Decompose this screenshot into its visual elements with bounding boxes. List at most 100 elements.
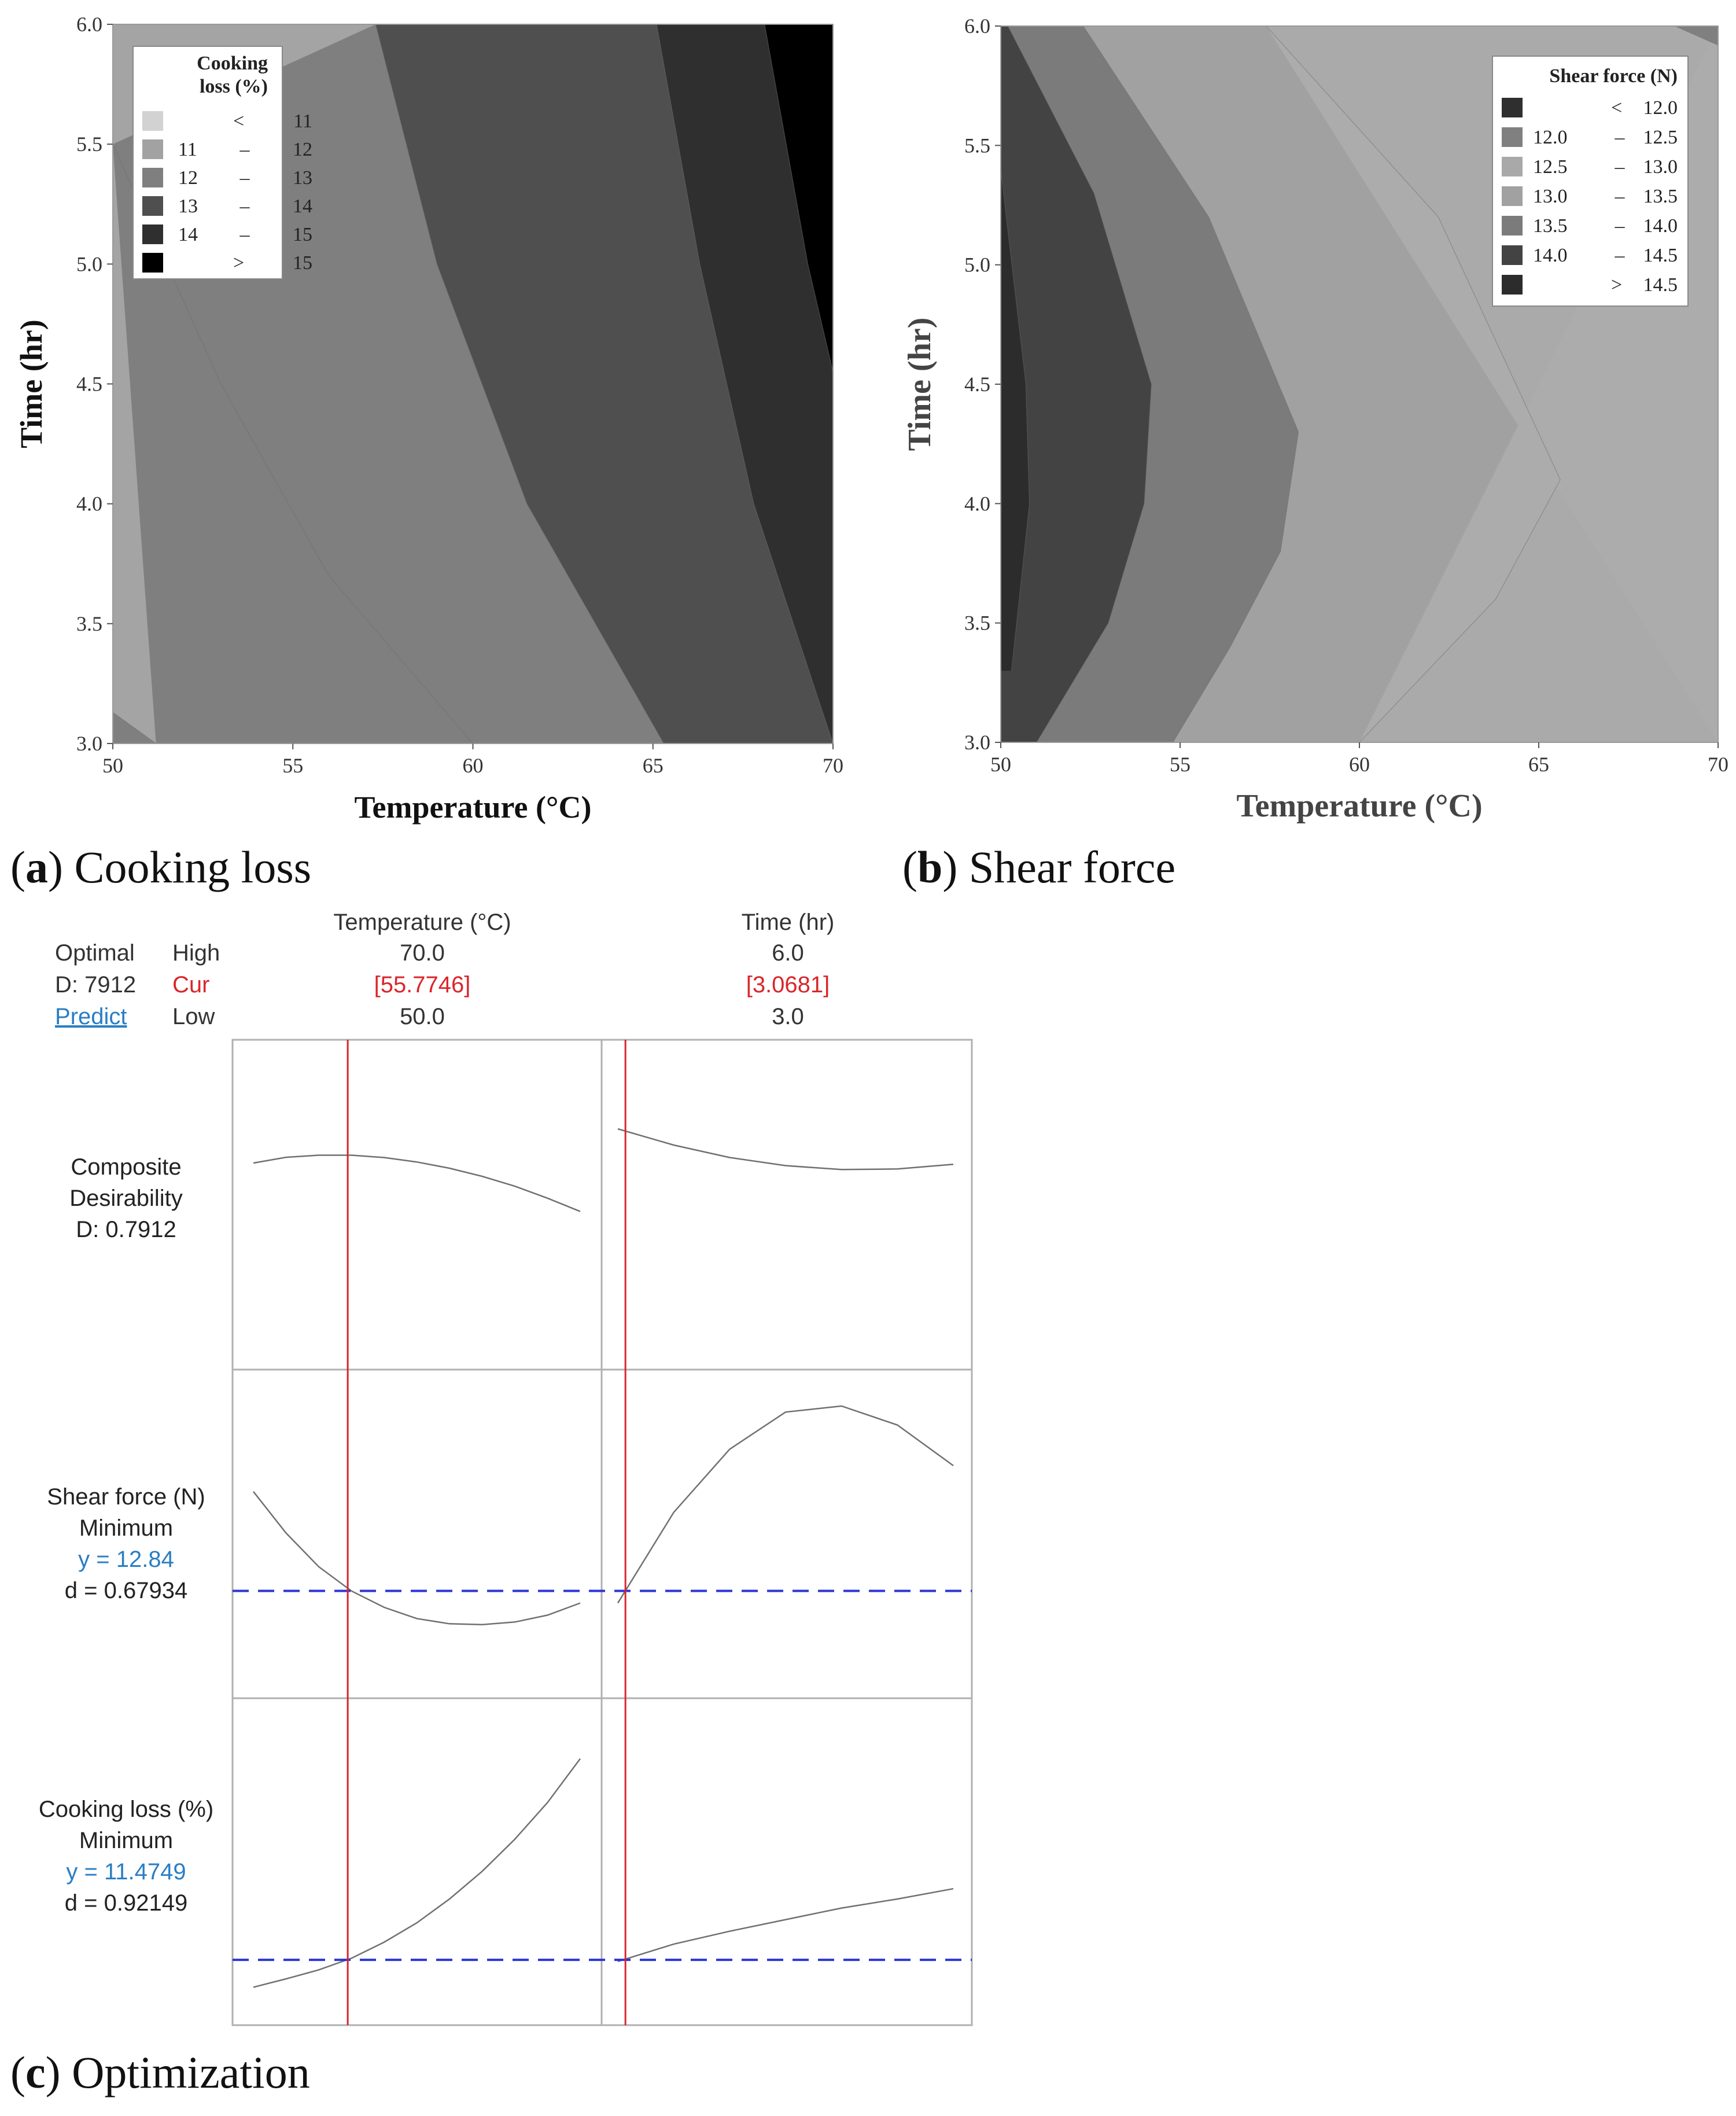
factor-high: 70.0 xyxy=(400,940,445,966)
x-axis-title: Temperature (°C) xyxy=(1236,788,1482,824)
y-tick-label: 4.0 xyxy=(76,492,102,516)
response-label-line: d = 0.92149 xyxy=(65,1890,187,1916)
legend-op: > xyxy=(1611,274,1622,296)
factor-high: 6.0 xyxy=(772,940,804,966)
caption-letter: b xyxy=(917,842,942,892)
region-13-5-14 xyxy=(1008,26,1299,742)
response-curve-time xyxy=(617,1405,954,1604)
caption-paren-open: ( xyxy=(10,842,25,892)
legend-swatch xyxy=(1502,98,1523,117)
legend-lo: 12.5 xyxy=(1533,156,1568,178)
y-axis-title: Time (hr) xyxy=(902,318,938,451)
legend-swatch xyxy=(142,139,163,159)
legend-lo: 13.0 xyxy=(1533,186,1568,207)
caption-paren-open: ( xyxy=(10,2047,25,2097)
legend-hi: 13.0 xyxy=(1643,156,1678,178)
y-tick-label: 5.5 xyxy=(76,133,102,156)
header-cur: Cur xyxy=(172,972,209,998)
response-curve-temperature xyxy=(253,1758,581,1988)
legend: Shear force (N)< 12.012.0–12.512.5–13.013… xyxy=(1492,56,1689,307)
y-tick-label: 6.0 xyxy=(964,14,990,38)
legend-lo: 11 xyxy=(178,139,197,160)
legend-dash: – xyxy=(1615,156,1626,178)
contour-boundary-13 xyxy=(375,24,664,744)
legend-swatch xyxy=(142,225,163,244)
legend-hi: 14 xyxy=(293,196,312,217)
response-curve-time xyxy=(617,1128,954,1171)
x-tick-label: 50 xyxy=(990,753,1011,776)
legend-dash: – xyxy=(239,139,250,160)
x-tick-label: 70 xyxy=(823,754,843,777)
legend-value: 14.5 xyxy=(1643,274,1678,296)
contour-boundary-13.5 xyxy=(1083,25,1299,743)
header-low: Low xyxy=(172,1004,215,1029)
contour-boundary-15 xyxy=(764,24,834,372)
header-d-label: D: 7912 xyxy=(55,972,136,998)
y-tick-label: 4.0 xyxy=(964,492,990,515)
y-tick-label: 5.5 xyxy=(964,134,990,157)
region-12-13 xyxy=(113,144,473,744)
x-tick-label: 60 xyxy=(1349,753,1370,776)
y-tick-label: 3.0 xyxy=(76,732,102,755)
response-label-line: Minimum xyxy=(79,1828,173,1853)
legend-hi: 12.5 xyxy=(1643,127,1678,148)
legend-swatch xyxy=(1502,245,1523,265)
response-curve-time xyxy=(617,1887,954,1963)
caption-paren-open: ( xyxy=(902,842,917,892)
x-tick-label: 55 xyxy=(282,754,303,777)
header-optimal: Optimal xyxy=(55,940,135,966)
y-tick-label: 6.0 xyxy=(76,13,102,36)
legend-dash: – xyxy=(239,196,250,217)
legend-lo: 14 xyxy=(178,224,198,245)
contour-boundary-14 xyxy=(1007,25,1152,743)
region-14-14-5 xyxy=(1001,26,1152,742)
contour-boundary-13 xyxy=(1266,25,1561,743)
legend-swatch xyxy=(1502,127,1523,147)
y-tick-label: 4.5 xyxy=(76,373,102,396)
panel-caption: (a) Cooking loss xyxy=(10,842,311,892)
y-tick-label: 5.0 xyxy=(76,252,102,275)
region-13-13-5 xyxy=(1083,26,1561,742)
legend-hi: 14.0 xyxy=(1643,215,1678,237)
legend-hi: 14.5 xyxy=(1643,245,1678,266)
legend-hi: 13.5 xyxy=(1643,186,1678,207)
response-label-line: D: 0.7912 xyxy=(76,1217,176,1242)
legend-dash: – xyxy=(239,167,250,189)
x-tick-label: 60 xyxy=(463,754,484,777)
legend-lo: 14.0 xyxy=(1533,245,1568,266)
x-tick-label: 50 xyxy=(102,754,123,777)
y-axis-title: Time (hr) xyxy=(14,319,49,448)
panel-caption: (c) Optimization xyxy=(10,2047,310,2097)
caption-paren-close: ) xyxy=(46,2047,72,2097)
x-axis-title: Temperature (°C) xyxy=(354,790,591,825)
legend-lo: 12 xyxy=(178,167,198,189)
legend-swatch xyxy=(142,111,163,131)
legend-dash: – xyxy=(1615,186,1626,207)
legend-lo: 13 xyxy=(178,196,198,217)
legend-hi: 12 xyxy=(293,139,312,160)
region-over-14-5-core xyxy=(1001,169,1030,671)
legend-value: 12.0 xyxy=(1643,97,1678,119)
caption-paren-close: ) xyxy=(48,842,74,892)
response-label-line: Cooking loss (%) xyxy=(39,1797,213,1822)
legend-lo: 13.5 xyxy=(1533,215,1568,237)
x-tick-label: 65 xyxy=(1528,753,1549,776)
legend-value: 11 xyxy=(293,111,312,132)
contour-boundary-14.5 xyxy=(1000,169,1030,671)
factor-name: Temperature (°C) xyxy=(333,910,511,935)
legend-op: < xyxy=(233,111,244,132)
response-label-line: y = 12.84 xyxy=(78,1547,174,1572)
legend-dash: – xyxy=(239,224,250,245)
response-label-line: d = 0.67934 xyxy=(65,1578,187,1603)
region-13-14 xyxy=(375,24,833,744)
legend-box xyxy=(1492,56,1689,307)
contour-boundary-14 xyxy=(656,24,834,744)
legend-title: loss (%) xyxy=(200,76,268,97)
header-predict-link[interactable]: Predict xyxy=(55,1004,127,1029)
legend-dash: – xyxy=(1615,127,1626,148)
panel-shear-force: 50 55 60 65 70 3.0 3.5 4.0 4.5 5.0 5.5 6.0 Temperatu… xyxy=(902,14,1728,892)
caption-paren-close: ) xyxy=(942,842,968,892)
response-label-line: Desirability xyxy=(69,1186,183,1211)
